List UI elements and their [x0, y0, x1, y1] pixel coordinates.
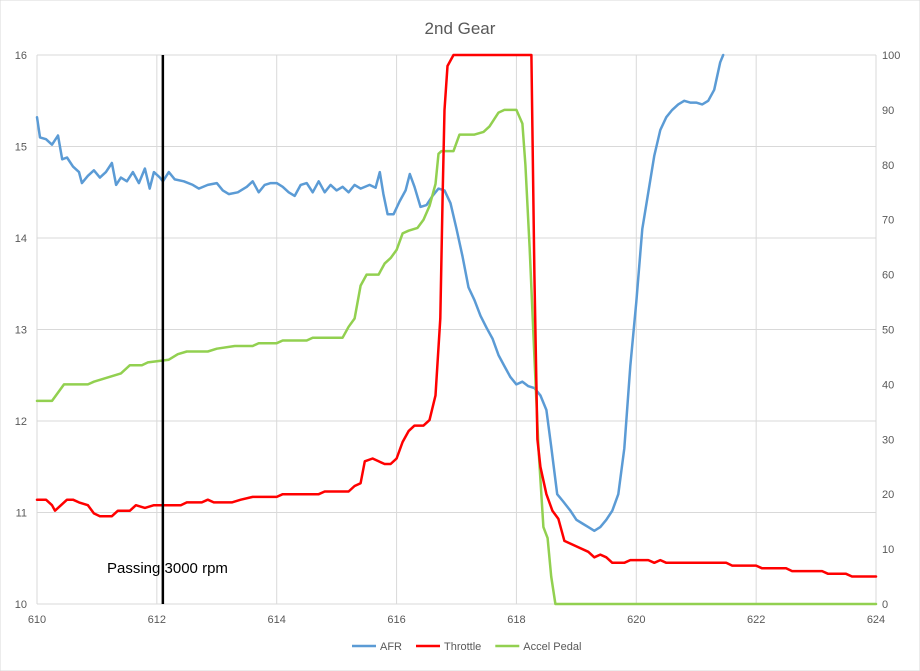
legend-label-throttle: Throttle: [444, 641, 481, 653]
y-left-tick-label: 15: [15, 142, 27, 154]
y-right-tick-label: 50: [882, 325, 894, 337]
y-right-tick-label: 20: [882, 489, 894, 501]
y-right-tick-label: 30: [882, 434, 894, 446]
x-tick-label: 612: [148, 614, 166, 626]
x-tick-label: 622: [747, 614, 765, 626]
y-left-axis-ticks: 10 11 12 13 14 15 16: [15, 50, 27, 611]
y-left-tick-label: 13: [15, 325, 27, 337]
y-left-tick-label: 12: [15, 416, 27, 428]
x-tick-label: 620: [627, 614, 645, 626]
y-left-tick-label: 16: [15, 50, 27, 62]
y-left-tick-label: 14: [15, 233, 27, 245]
y-right-tick-label: 90: [882, 105, 894, 117]
x-tick-label: 624: [867, 614, 885, 626]
y-left-tick-label: 11: [16, 508, 27, 520]
legend-label-accel-pedal: Accel Pedal: [523, 641, 581, 653]
y-right-tick-label: 10: [882, 544, 894, 556]
series-line-throttle: [35, 53, 878, 578]
x-tick-label: 618: [507, 614, 525, 626]
grid: [36, 54, 877, 605]
annotation-label: Passing 3000 rpm: [107, 560, 228, 577]
y-right-tick-label: 60: [882, 270, 894, 282]
x-tick-label: 614: [268, 614, 286, 626]
y-right-tick-label: 80: [882, 160, 894, 172]
series-line-accel-pedal: [35, 108, 878, 606]
y-right-tick-label: 70: [882, 215, 894, 227]
x-tick-label: 610: [28, 614, 46, 626]
y-right-axis-ticks: 0 10 20 30 40 50 60 70 80 90 100: [882, 50, 900, 611]
y-left-tick-label: 10: [15, 599, 27, 611]
y-right-tick-label: 100: [882, 50, 900, 62]
legend-label-afr: AFR: [380, 641, 402, 653]
legend: AFR Throttle Accel Pedal: [352, 641, 581, 653]
series-line-afr: [35, 53, 725, 533]
chart-title: 2nd Gear: [425, 19, 496, 38]
series-layer: [35, 53, 878, 606]
x-axis-ticks: 610 612 614 616 618 620 622 624: [28, 614, 885, 626]
y-right-tick-label: 0: [882, 599, 888, 611]
x-tick-label: 616: [387, 614, 405, 626]
y-right-tick-label: 40: [882, 379, 894, 391]
